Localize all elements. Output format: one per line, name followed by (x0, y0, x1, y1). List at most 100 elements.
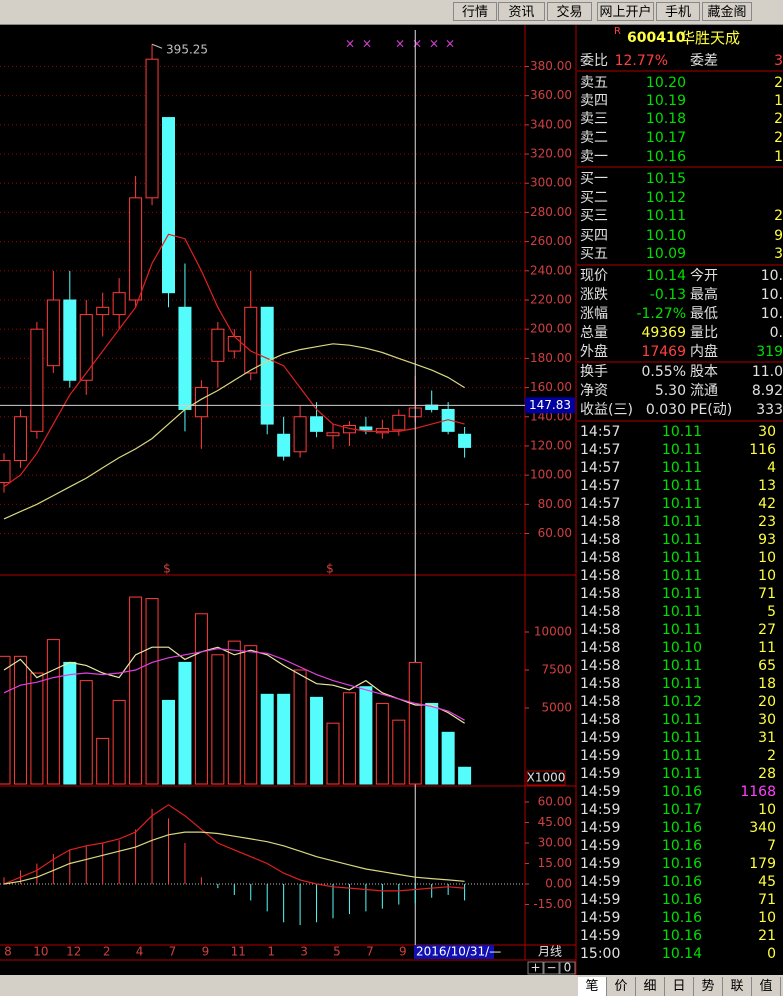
trade-volume: 93 (758, 532, 776, 548)
y-tick-label: 260.00 (530, 234, 572, 248)
row-label: 总量 (580, 325, 608, 341)
volume-bar (392, 719, 406, 785)
x-tick-label: 8 (4, 945, 12, 959)
menu-button[interactable]: 行情 (453, 2, 497, 21)
trade-volume: 30 (758, 424, 776, 440)
candle-body (96, 306, 110, 316)
y-tick-label: 60.00 (538, 795, 572, 809)
volume-bar (342, 692, 356, 785)
menu-button[interactable]: 交易 (547, 2, 592, 21)
info-mark: × (395, 37, 405, 51)
trade-volume: 18 (758, 676, 776, 692)
candle-body (63, 299, 77, 381)
menu-button[interactable]: 资讯 (498, 2, 545, 21)
volume-bar (227, 640, 241, 785)
view-tab[interactable]: 值 (752, 977, 781, 996)
trade-price: 10.16 (661, 856, 702, 872)
zoom-button[interactable]: − (546, 961, 556, 975)
row-label: 净资 (580, 383, 608, 399)
cursor-date-box (414, 945, 494, 959)
x-tick-label: 5 (333, 945, 341, 959)
row-label: 量比 (690, 325, 718, 341)
order-volume: 9 (774, 228, 783, 244)
y-tick-label: 360.00 (530, 88, 572, 102)
view-tab[interactable]: 细 (636, 977, 665, 996)
trade-price: 10.11 (661, 586, 702, 602)
trade-volume: 21 (758, 928, 776, 944)
trade-time: 14:59 (580, 928, 621, 944)
x-tick-label: 9 (202, 945, 210, 959)
volume-bar (96, 737, 110, 785)
volume-bar (145, 598, 159, 785)
volume-bar (458, 766, 472, 785)
trade-time: 14:58 (580, 622, 621, 638)
trade-time: 14:59 (580, 838, 621, 854)
order-price: 10.18 (645, 111, 686, 127)
volume-bar (408, 661, 422, 785)
volume-bar (178, 661, 192, 785)
y-tick-label: 100.00 (530, 468, 572, 482)
view-tab[interactable]: 日 (665, 977, 694, 996)
trade-price: 10.11 (661, 766, 702, 782)
trade-volume: 30 (758, 712, 776, 728)
candle-body (129, 197, 143, 301)
order-price: 10.12 (645, 190, 686, 206)
view-tab[interactable]: 笔 (578, 977, 607, 996)
candle-body (0, 460, 11, 483)
trade-volume: 10 (758, 910, 776, 926)
order-volume: 2 (774, 130, 783, 146)
trade-volume: 116 (749, 442, 776, 458)
trade-price: 10.14 (661, 946, 702, 962)
stat-value: 319 (756, 344, 783, 360)
trade-time: 14:59 (580, 856, 621, 872)
view-tab[interactable]: 价 (607, 977, 636, 996)
stat-value: 10. (760, 287, 783, 303)
stock-code: 600410 (627, 30, 686, 46)
trade-volume: 23 (758, 514, 776, 530)
x-tick-label: 3 (300, 945, 308, 959)
trade-time: 14:58 (580, 640, 621, 656)
volume-bar (260, 693, 274, 785)
zoom-button[interactable]: 0 (564, 961, 572, 975)
zoom-button[interactable]: + (530, 961, 540, 975)
candle-body (458, 433, 472, 448)
candle-body (145, 58, 159, 199)
candle-body (392, 414, 406, 431)
trade-price: 10.11 (661, 676, 702, 692)
menu-button[interactable]: 藏金阁 (702, 2, 752, 21)
trade-time: 14:59 (580, 802, 621, 818)
row-label: 今开 (690, 268, 718, 284)
menu-button[interactable]: 手机 (656, 2, 700, 21)
x-tick-label: 7 (366, 945, 374, 959)
trade-time: 14:58 (580, 676, 621, 692)
indicator-line (3, 831, 465, 885)
order-price: 10.15 (645, 171, 686, 187)
indicator-line (3, 343, 465, 520)
stat-value: 10.14 (645, 268, 686, 284)
trade-price: 10.11 (661, 658, 702, 674)
stat-value: 0.55% (641, 364, 686, 380)
menu-button[interactable]: 网上开户 (597, 2, 654, 21)
event-mark: $ (326, 562, 334, 576)
y-tick-label: 15.00 (538, 856, 572, 870)
view-tab[interactable]: 联 (723, 977, 752, 996)
row-label: 股本 (690, 364, 718, 380)
trade-price: 10.11 (661, 604, 702, 620)
stat-value: 10. (760, 268, 783, 284)
volume-bar (293, 669, 307, 785)
trade-time: 14:58 (580, 712, 621, 728)
row-label: 涨幅 (580, 306, 608, 322)
trade-time: 14:58 (580, 532, 621, 548)
trade-price: 10.16 (661, 910, 702, 926)
volume-bar (46, 639, 60, 785)
trade-time: 14:59 (580, 730, 621, 746)
trade-time: 14:59 (580, 766, 621, 782)
view-tab[interactable]: 势 (694, 977, 723, 996)
trade-volume: 2 (767, 748, 776, 764)
y-tick-label: 10000 (534, 625, 572, 639)
row-label: 委比 (580, 53, 608, 69)
volume-bar (375, 702, 389, 785)
volume-bar (326, 722, 340, 785)
trade-time: 14:58 (580, 658, 621, 674)
order-price: 10.09 (645, 246, 686, 262)
